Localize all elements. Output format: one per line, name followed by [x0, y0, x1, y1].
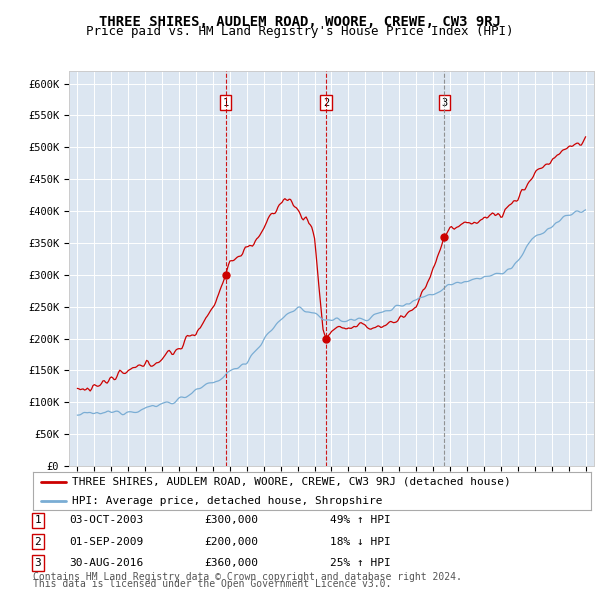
Text: 2: 2	[323, 98, 329, 108]
Text: £200,000: £200,000	[204, 537, 258, 546]
Text: 25% ↑ HPI: 25% ↑ HPI	[330, 558, 391, 568]
Text: 1: 1	[34, 516, 41, 525]
Text: 2: 2	[34, 537, 41, 546]
Text: HPI: Average price, detached house, Shropshire: HPI: Average price, detached house, Shro…	[72, 496, 383, 506]
Text: 18% ↓ HPI: 18% ↓ HPI	[330, 537, 391, 546]
Text: 03-OCT-2003: 03-OCT-2003	[69, 516, 143, 525]
Text: 3: 3	[34, 558, 41, 568]
Text: 1: 1	[223, 98, 229, 108]
Text: Price paid vs. HM Land Registry's House Price Index (HPI): Price paid vs. HM Land Registry's House …	[86, 25, 514, 38]
Text: 01-SEP-2009: 01-SEP-2009	[69, 537, 143, 546]
Text: 3: 3	[441, 98, 448, 108]
Text: THREE SHIRES, AUDLEM ROAD, WOORE, CREWE, CW3 9RJ (detached house): THREE SHIRES, AUDLEM ROAD, WOORE, CREWE,…	[72, 477, 511, 487]
Text: 30-AUG-2016: 30-AUG-2016	[69, 558, 143, 568]
Text: Contains HM Land Registry data © Crown copyright and database right 2024.: Contains HM Land Registry data © Crown c…	[33, 572, 462, 582]
Text: £300,000: £300,000	[204, 516, 258, 525]
Text: 49% ↑ HPI: 49% ↑ HPI	[330, 516, 391, 525]
Text: £360,000: £360,000	[204, 558, 258, 568]
Text: This data is licensed under the Open Government Licence v3.0.: This data is licensed under the Open Gov…	[33, 579, 391, 589]
Text: THREE SHIRES, AUDLEM ROAD, WOORE, CREWE, CW3 9RJ: THREE SHIRES, AUDLEM ROAD, WOORE, CREWE,…	[99, 15, 501, 29]
